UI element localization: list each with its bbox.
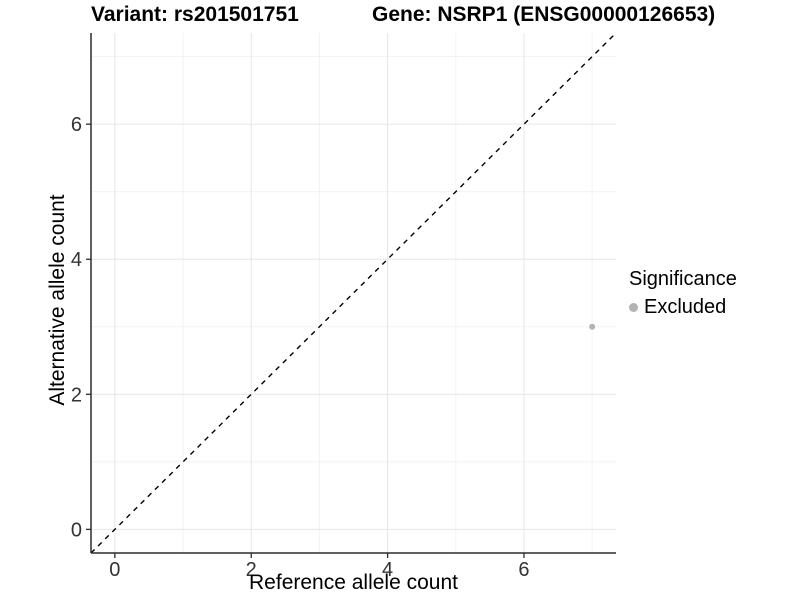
legend: Significance Excluded xyxy=(629,268,737,319)
legend-title: Significance xyxy=(629,268,737,290)
x-tick-label: 6 xyxy=(518,559,529,581)
legend-item-label: Excluded xyxy=(644,296,727,318)
x-axis-title: Reference allele count xyxy=(249,571,458,594)
y-tick-label: 0 xyxy=(71,519,82,541)
x-tick-label: 4 xyxy=(382,559,393,581)
y-tick-label: 4 xyxy=(71,249,82,271)
excluded-point-icon xyxy=(629,303,638,312)
y-tick-label: 6 xyxy=(71,114,82,136)
y-axis-title: Alternative allele count xyxy=(46,194,69,406)
legend-item-excluded: Excluded xyxy=(629,296,737,319)
identity-line xyxy=(90,32,617,554)
y-tick-label: 2 xyxy=(71,384,82,406)
x-tick-label: 0 xyxy=(109,559,120,581)
gene-title: Gene: NSRP1 (ENSG00000126653) xyxy=(372,3,716,26)
data-point xyxy=(589,323,596,330)
variant-title: Variant: rs201501751 xyxy=(91,3,299,26)
x-tick-label: 2 xyxy=(246,559,257,581)
